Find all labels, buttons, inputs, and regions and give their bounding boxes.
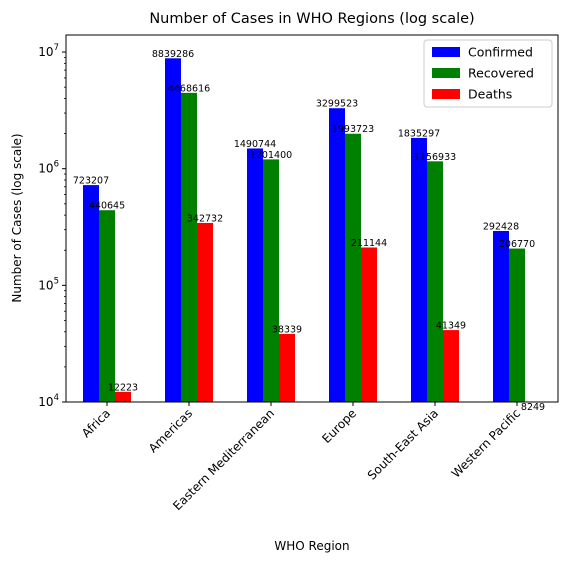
bar-confirmed-4: [411, 137, 427, 402]
bar-confirmed-3: [329, 108, 345, 403]
bar-deaths-1: [197, 222, 213, 402]
bar-value-label: 206770: [499, 239, 535, 250]
chart-title: Number of Cases in WHO Regions (log scal…: [149, 11, 474, 27]
y-tick-label: 106: [38, 160, 59, 176]
legend: Confirmed Recovered Deaths: [423, 39, 553, 108]
bar-value-label: 723207: [73, 176, 109, 187]
bar-recovered-4: [427, 161, 443, 402]
x-tick-label: Western Pacific: [449, 406, 523, 480]
y-tick-base: 10: [38, 278, 53, 292]
bar-value-label: 1156933: [414, 152, 456, 163]
bar-value-label: 342732: [187, 213, 223, 224]
bar-confirmed-1: [165, 58, 181, 402]
bar-recovered-5: [509, 248, 525, 402]
y-axis-label: Number of Cases (log scale): [10, 133, 24, 302]
plot-area: 723207 8839286 1490744 3299523 1835297 292428…: [73, 49, 545, 413]
x-tick-label: Americas: [146, 406, 195, 455]
x-tick-label: Europe: [319, 406, 359, 446]
x-tick-label: South-East Asia: [365, 406, 441, 482]
bar-value-label: 3299523: [316, 99, 358, 110]
bar-confirmed-0: [83, 185, 99, 402]
bar-confirmed-5: [493, 230, 509, 402]
series-recovered: 440645 4468616 1201400 1993723 1156933 206770: [89, 83, 535, 402]
x-tick-label: Africa: [79, 406, 113, 440]
bar-value-label: 292428: [483, 221, 519, 232]
plot-frame: [65, 34, 559, 403]
series-confirmed: 723207 8839286 1490744 3299523 1835297 292428: [73, 49, 519, 403]
bar-value-label: 38339: [272, 324, 302, 335]
bar-value-label: 12223: [108, 382, 138, 393]
y-tick-exponent: 7: [54, 43, 59, 53]
bar-value-label: 4468616: [168, 83, 210, 94]
y-tick-exponent: 6: [54, 160, 59, 170]
series-deaths: 12223 342732 38339 211144 41349 8249: [108, 213, 545, 413]
legend-swatch-recovered: [432, 68, 460, 78]
legend-label: Deaths: [468, 87, 512, 102]
bar-confirmed-2: [247, 148, 263, 402]
bar-value-label: 1201400: [250, 150, 292, 161]
y-tick-label: 107: [38, 43, 59, 59]
y-tick-label: 104: [38, 393, 59, 409]
y-tick-exponent: 5: [54, 276, 59, 286]
bar-value-label: 8249: [521, 402, 545, 413]
bar-deaths-4: [443, 330, 459, 402]
bar-recovered-1: [181, 92, 197, 402]
bar-value-label: 41349: [436, 321, 466, 332]
bar-recovered-3: [345, 133, 361, 402]
bar-deaths-0: [115, 391, 131, 402]
bar-deaths-3: [361, 247, 377, 402]
x-axis-label: WHO Region: [274, 539, 349, 553]
y-tick-base: 10: [38, 45, 53, 59]
bar-value-label: 440645: [89, 201, 125, 212]
bar-value-label: 1993723: [332, 124, 374, 135]
bar-value-label: 8839286: [152, 49, 194, 60]
bar-recovered-0: [99, 210, 115, 402]
y-tick-base: 10: [38, 395, 53, 409]
y-tick-exponent: 4: [54, 393, 59, 403]
legend-swatch-confirmed: [432, 47, 460, 57]
bar-value-label: 211144: [351, 238, 387, 249]
y-tick-base: 10: [38, 162, 53, 176]
bar-value-label: 1835297: [398, 128, 440, 139]
y-tick-label: 105: [38, 276, 59, 292]
legend-swatch-deaths: [432, 89, 460, 99]
legend-label: Recovered: [468, 66, 534, 81]
bar-recovered-2: [263, 159, 279, 402]
bar-value-label: 1490744: [234, 139, 276, 150]
legend-label: Confirmed: [468, 45, 533, 60]
bar-deaths-2: [279, 333, 295, 402]
